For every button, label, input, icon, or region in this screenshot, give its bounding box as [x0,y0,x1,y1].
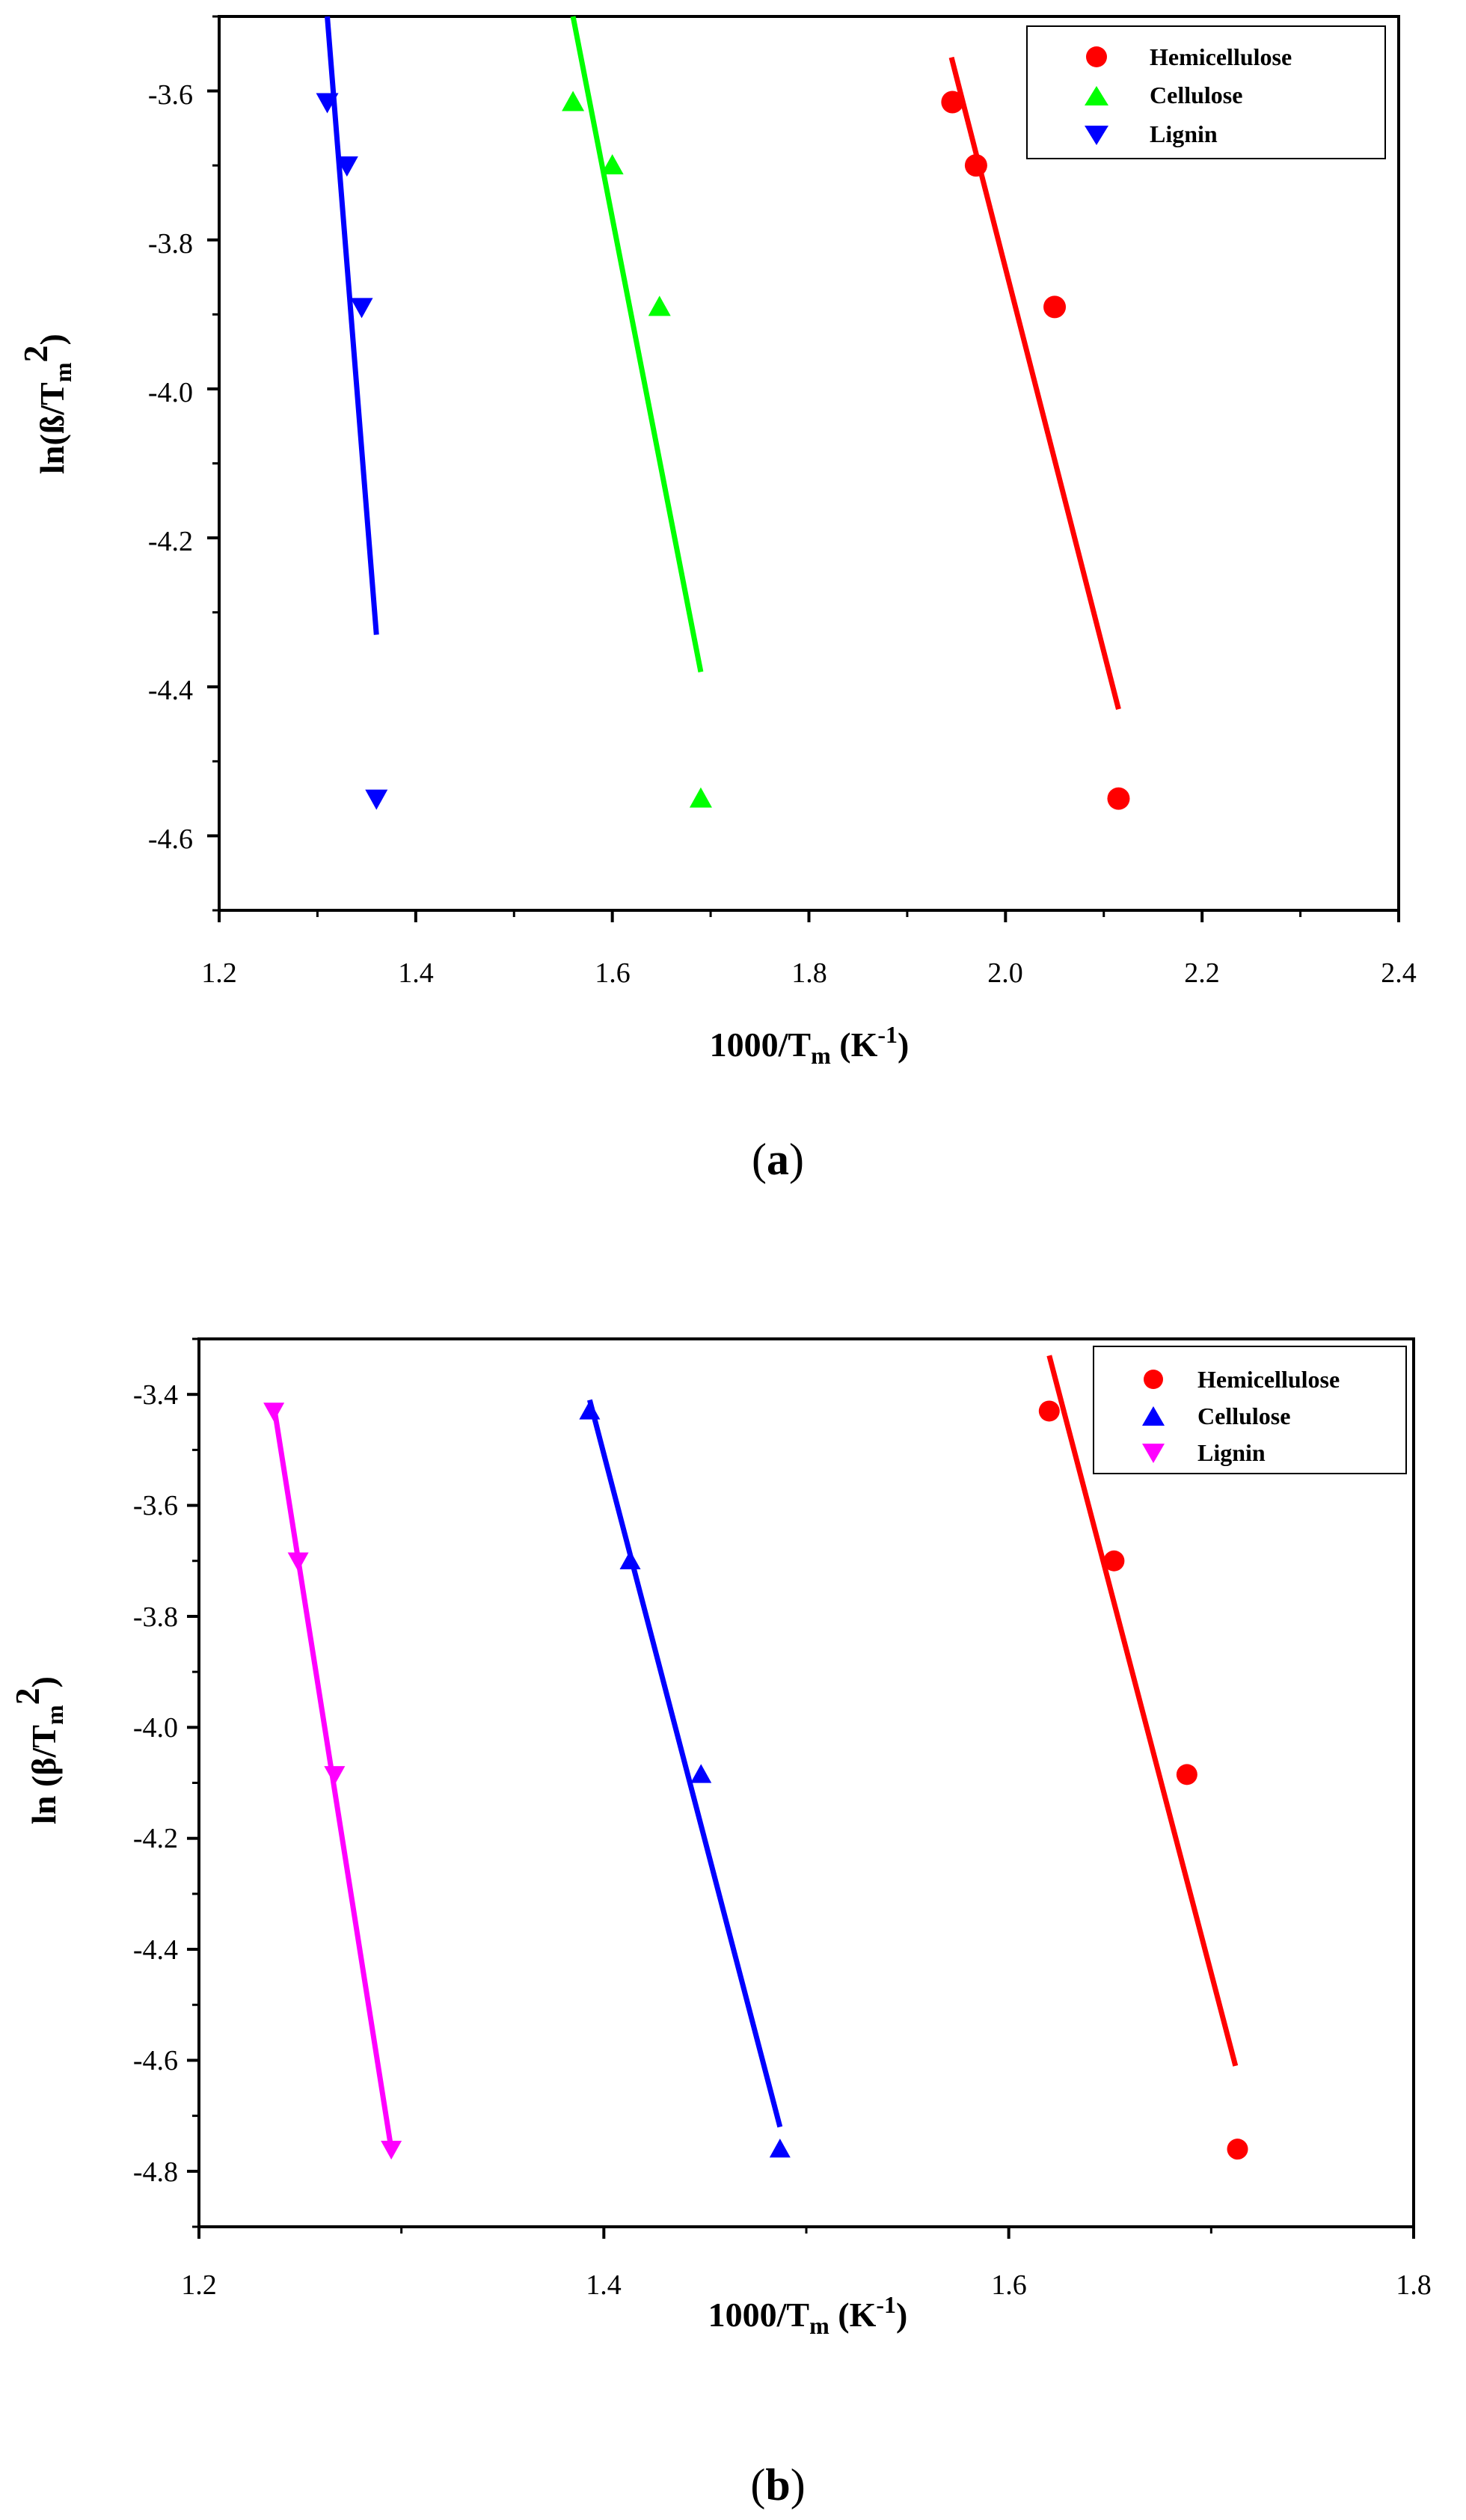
chart-a-point-hemicellulose [941,91,964,114]
chart-b-y-axis-label: ln (β/Tm2) [8,1676,68,1824]
chart-a-legend: Hemicellulose Cellulose Lignin [1026,25,1386,159]
chart-a-x-tick-label: 1.4 [398,957,434,989]
chart-a-x-tick-label: 1.2 [201,957,237,989]
chart-a-x-tick-label: 2.0 [987,957,1023,989]
chart-b-legend-marker-hemicellulose [1144,1370,1163,1389]
chart-b-legend-marker-cellulose [1142,1406,1165,1426]
chart-b-point-cellulose [769,2139,791,2158]
chart-b-legend-label-hemicellulose: Hemicellulose [1197,1366,1340,1393]
chart-b-y-tick-label: -3.4 [133,1379,178,1411]
chart-b-fit-line-cellulose [587,1399,783,2128]
chart-a-legend-label-lignin: Lignin [1150,120,1218,147]
chart-a-x-axis-label: 1000/Tm (K-1) [710,1021,910,1069]
chart-a-point-lignin [316,93,339,114]
chart-b-ticks [187,1337,1415,2239]
chart-a-point-cellulose [689,787,712,808]
chart-b-x-tick-labels: 1.2 1.4 1.6 1.8 [181,2269,1432,2301]
chart-a-x-tick-label: 1.6 [595,957,631,989]
chart-b-point-cellulose [690,1764,712,1783]
chart-a-x-tick-label: 2.2 [1184,957,1220,989]
chart-b-point-hemicellulose [1227,2139,1248,2160]
chart-a-y-tick-label: -4.4 [148,675,193,706]
chart-b: 1.2 1.4 1.6 1.8 -3.4 -3.6 -3.8 -4.0 -4.2… [8,1337,1432,2510]
chart-a-y-tick-label: -3.8 [148,228,193,260]
chart-a-y-axis-label: ln(ß/Tm2) [16,334,76,474]
chart-a-legend-box [1026,25,1386,159]
chart-b-x-axis-label: 1000/Tm (K-1) [708,2291,908,2339]
chart-b-legend-label-lignin: Lignin [1197,1439,1266,1466]
chart-a: 1.2 1.4 1.6 1.8 2.0 2.2 2.4 -3.6 -3.8 -4… [16,15,1417,1184]
chart-a-point-hemicellulose [964,154,987,177]
chart-a-point-hemicellulose [1107,787,1130,810]
chart-b-y-tick-label: -4.8 [133,2156,178,2188]
chart-b-legend-box [1093,1346,1407,1474]
chart-a-y-tick-label: -3.6 [148,79,193,111]
chart-a-legend-marker-hemicellulose [1086,46,1107,67]
chart-b-point-lignin [381,2140,402,2160]
chart-a-fit-line-lignin [325,16,379,635]
chart-b-y-tick-label: -3.8 [133,1601,178,1633]
chart-a-legend-marker-cellulose [1085,86,1108,105]
chart-b-y-tick-label: -4.0 [133,1712,178,1744]
chart-b-y-tick-label: -4.4 [133,1934,178,1966]
chart-a-legend-marker-lignin [1085,126,1108,145]
chart-b-y-tick-label: -4.6 [133,2045,178,2076]
chart-a-y-tick-label: -4.0 [148,377,193,408]
chart-a-point-cellulose [648,295,671,316]
chart-a-legend-label-cellulose: Cellulose [1150,82,1242,108]
chart-a-y-tick-labels: -3.6 -3.8 -4.0 -4.2 -4.4 -4.6 [148,79,193,855]
chart-b-y-tick-label: -4.2 [133,1823,178,1854]
chart-b-x-tick-label: 1.4 [586,2269,622,2301]
chart-a-point-lignin [335,156,358,177]
chart-a-point-lignin [350,298,373,319]
chart-b-point-lignin [324,1766,346,1785]
chart-b-y-tick-label: -3.6 [133,1490,178,1521]
chart-b-legend-label-cellulose: Cellulose [1197,1402,1290,1429]
chart-b-legend-marker-lignin [1142,1444,1165,1463]
chart-b-point-lignin [287,1552,309,1572]
chart-b-y-tick-labels: -3.4 -3.6 -3.8 -4.0 -4.2 -4.4 -4.6 -4.8 [133,1379,178,2188]
chart-b-fit-line-hemicellulose [1046,1355,1239,2067]
chart-b-caption: (b) [750,2460,805,2510]
chart-b-point-cellulose [619,1550,641,1569]
chart-a-point-lignin [365,789,388,810]
chart-a-point-hemicellulose [1043,295,1067,319]
chart-a-point-cellulose [562,91,585,111]
chart-b-point-lignin [263,1402,285,1422]
chart-b-point-hemicellulose [1103,1550,1125,1572]
chart-a-x-tick-label: 1.8 [791,957,827,989]
chart-b-point-cellulose [579,1400,601,1420]
chart-b-marks [263,1355,1248,2160]
chart-a-legend-label-hemicellulose: Hemicellulose [1150,43,1292,70]
chart-a-point-cellulose [601,154,624,175]
chart-b-x-tick-label: 1.8 [1396,2269,1432,2301]
chart-a-ticks [207,15,1400,922]
chart-b-point-hemicellulose [1176,1764,1197,1785]
chart-a-y-tick-label: -4.2 [148,526,193,557]
chart-a-x-tick-labels: 1.2 1.4 1.6 1.8 2.0 2.2 2.4 [201,957,1417,989]
chart-a-fit-line-cellulose [570,16,704,673]
chart-a-x-tick-label: 2.4 [1381,957,1417,989]
chart-b-x-tick-label: 1.6 [991,2269,1027,2301]
chart-a-marks [316,16,1130,810]
chart-b-point-hemicellulose [1038,1400,1060,1422]
chart-a-y-tick-label: -4.6 [148,824,193,855]
chart-b-legend: Hemicellulose Cellulose Lignin [1093,1346,1407,1474]
chart-b-x-tick-label: 1.2 [181,2269,217,2301]
chart-a-caption: (a) [752,1135,804,1184]
